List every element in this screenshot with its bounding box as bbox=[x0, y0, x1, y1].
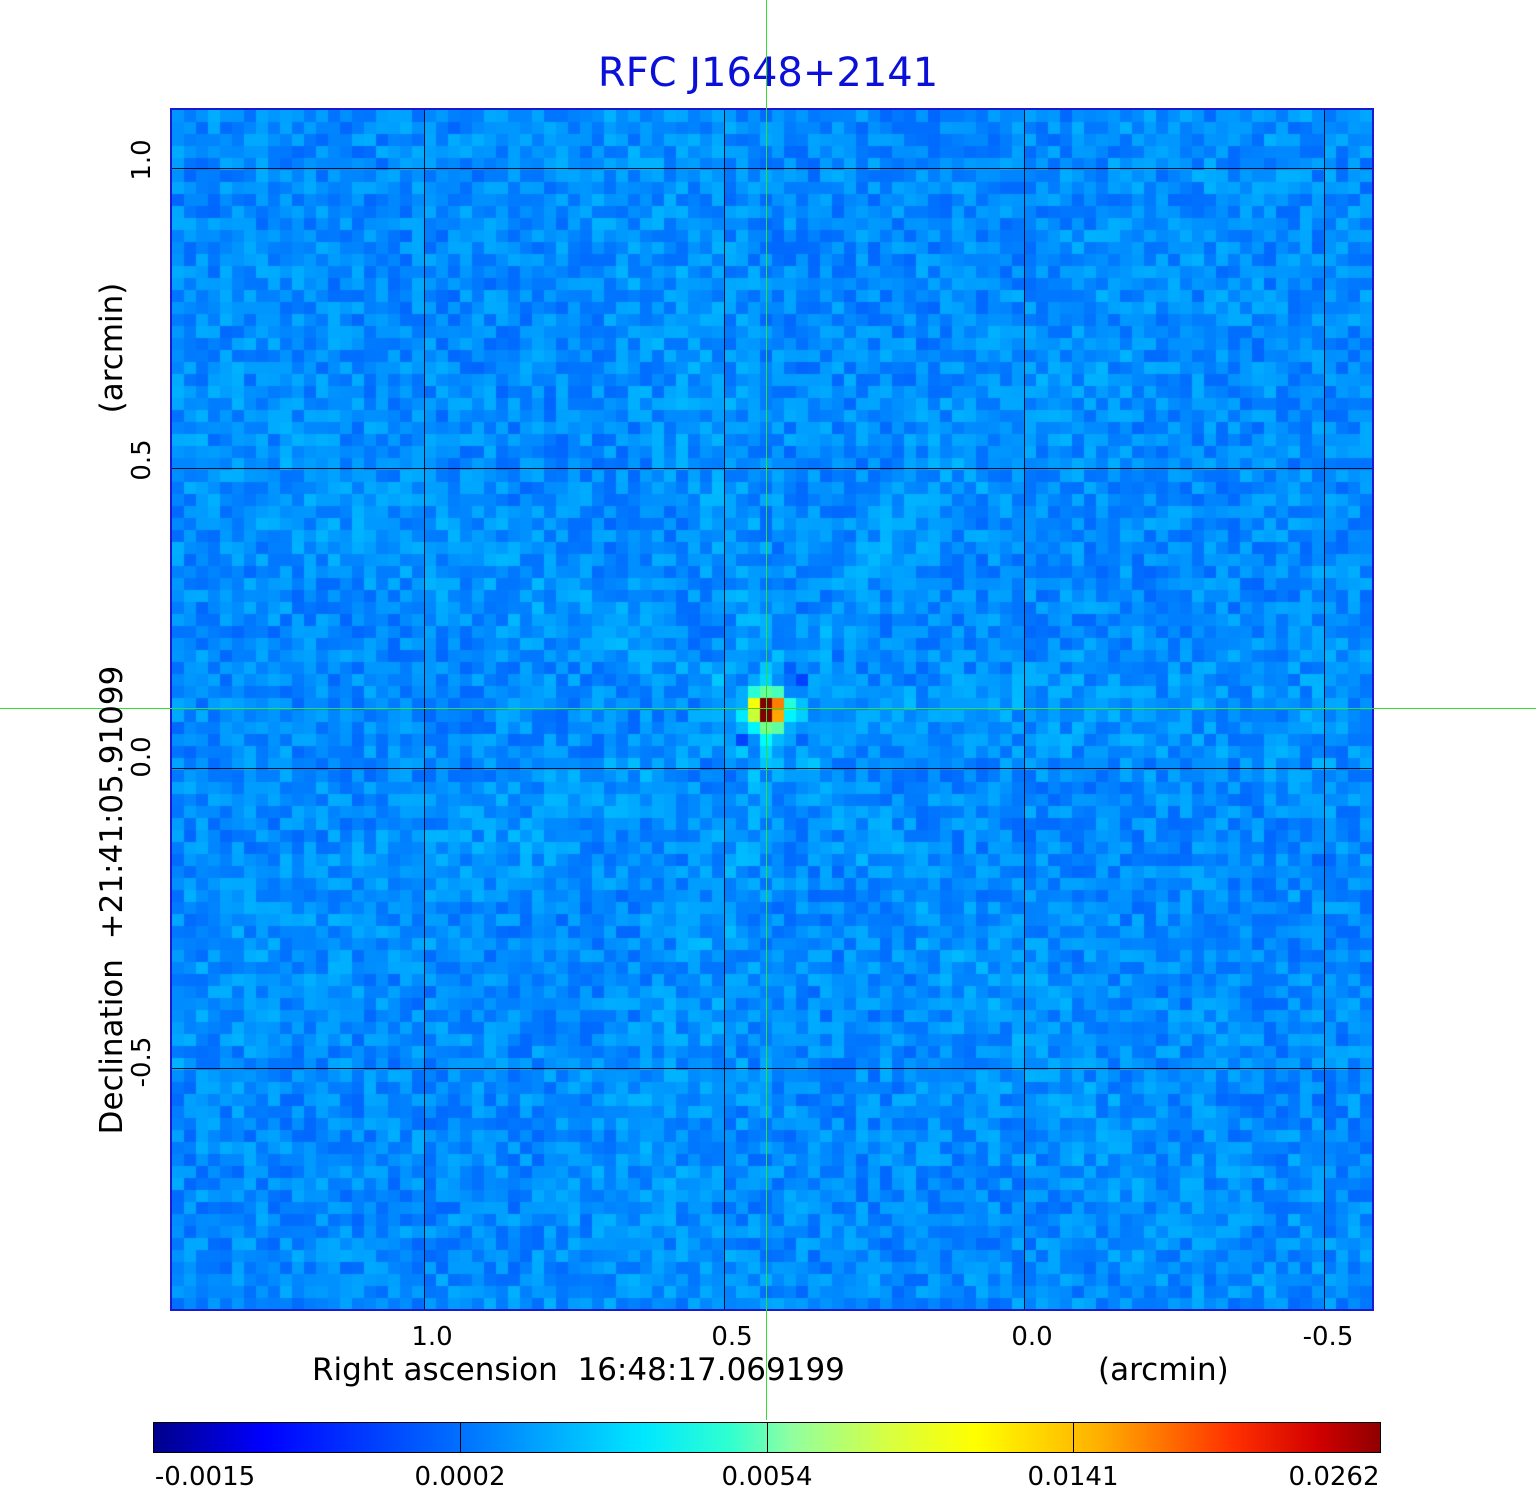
y-tick-label: 1.0 bbox=[127, 139, 157, 181]
sky-image-panel[interactable] bbox=[170, 108, 1374, 1311]
grid-line-dec-1.0 bbox=[172, 168, 1372, 169]
crosshair-horizontal bbox=[0, 708, 1536, 709]
colorbar-tick bbox=[767, 1423, 768, 1453]
x-tick-label: 0.0 bbox=[1011, 1322, 1053, 1352]
crosshair-vertical bbox=[766, 0, 767, 1420]
colorbar-label: 0.0262 bbox=[1288, 1462, 1380, 1492]
y-axis-unit: (arcmin) bbox=[94, 282, 130, 414]
radio-map-canvas[interactable] bbox=[172, 110, 1372, 1309]
x-tick-label: -0.5 bbox=[1302, 1322, 1354, 1352]
grid-line-ra-0.0 bbox=[1024, 110, 1025, 1309]
colorbar-tick bbox=[1073, 1423, 1074, 1453]
grid-line-ra-1.0 bbox=[424, 110, 425, 1309]
y-axis-label: Declination +21:41:05.91099 bbox=[94, 665, 130, 1135]
y-tick-label: -0.5 bbox=[127, 1036, 157, 1088]
image-title: RFC J1648+2141 bbox=[597, 50, 939, 96]
x-tick-label: 0.5 bbox=[711, 1322, 753, 1352]
grid-line-ra-minus-0.5 bbox=[1324, 110, 1325, 1309]
grid-line-dec-0.5 bbox=[172, 468, 1372, 469]
x-tick-label: 1.0 bbox=[411, 1322, 453, 1352]
colorbar-label: 0.0002 bbox=[414, 1462, 506, 1492]
y-tick-label: 0.0 bbox=[127, 736, 157, 778]
x-axis-unit: (arcmin) bbox=[1098, 1352, 1229, 1388]
colorbar-label: -0.0015 bbox=[154, 1462, 256, 1492]
y-tick-label: 0.5 bbox=[127, 439, 157, 481]
colorbar-label: 0.0141 bbox=[1027, 1462, 1119, 1492]
x-axis-label: Right ascension 16:48:17.069199 bbox=[312, 1352, 845, 1388]
grid-line-dec-0.0 bbox=[172, 768, 1372, 769]
grid-line-dec-minus-0.5 bbox=[172, 1068, 1372, 1069]
grid-line-ra-0.5 bbox=[724, 110, 725, 1309]
colorbar-label: 0.0054 bbox=[721, 1462, 813, 1492]
colorbar-tick bbox=[460, 1423, 461, 1453]
